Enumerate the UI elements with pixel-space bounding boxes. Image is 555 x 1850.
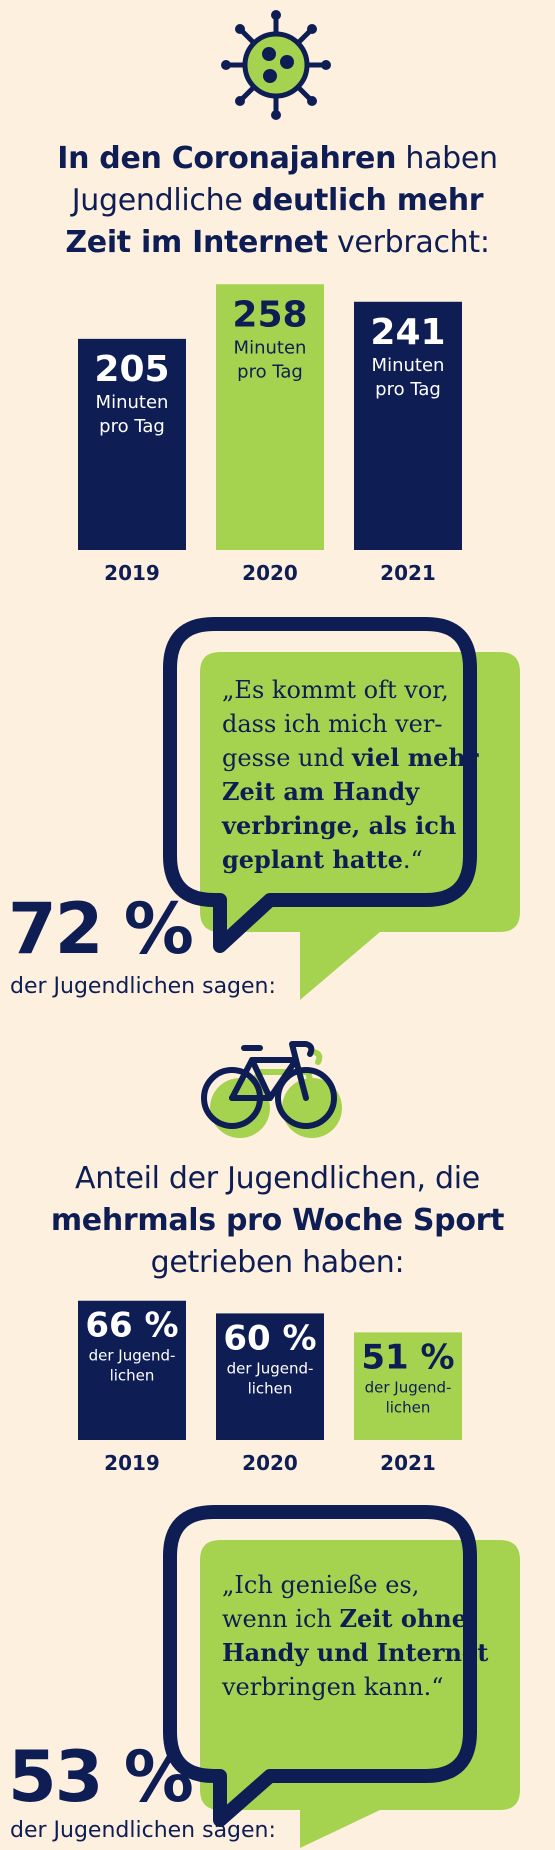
bar-2019 [78,338,186,550]
year-label-2019: 2019 [104,1451,160,1475]
bar-sublabel-2019: lichen [110,1367,155,1385]
sport-chart: 66 % der Jugend-lichen 2019 60 % der Jugend-… [0,1300,555,1475]
bar-sublabel-2020: der Jugend- [227,1359,314,1377]
speech-bubble-2 [160,1500,530,1850]
bar-sublabel-2019: pro Tag [99,416,165,437]
bar-value-2021: 51 % [361,1337,454,1377]
bicycle-icon [196,1036,356,1146]
percent-53: 53 % [8,1736,194,1818]
caption-2: der Jugendlichen sagen: [10,1818,276,1843]
bar-sublabel-2020: lichen [248,1379,293,1397]
bar-2021 [354,1332,462,1440]
quote-1: „Es kommt oft vor, dass ich mich ver- ge… [222,676,479,874]
bar-value-2021: 241 [370,312,445,353]
year-label-2020: 2020 [242,561,298,585]
year-label-2021: 2021 [380,561,436,585]
bar-sublabel-2021: lichen [386,1398,431,1416]
bar-2019 [78,1300,186,1440]
virus-icon [217,6,335,124]
headline-internet: In den Coronajahren haben Jugendliche de… [57,141,498,260]
bar-sublabel-2020: Minuten [234,337,307,358]
year-label-2019: 2019 [104,561,160,585]
caption-1: der Jugendlichen sagen: [10,974,276,999]
year-label-2021: 2021 [380,1451,436,1475]
bar-value-2019: 66 % [85,1306,178,1346]
bar-value-2020: 60 % [223,1318,316,1358]
bar-sublabel-2019: der Jugend- [89,1347,176,1365]
speech-bubble-1 [160,612,530,1002]
bar-sublabel-2021: Minuten [372,355,445,376]
bar-sublabel-2021: der Jugend- [365,1378,452,1396]
year-label-2020: 2020 [242,1451,298,1475]
bar-2021 [354,301,462,550]
quote-2: „Ich genieße es, wenn ich Zeit ohne Hand… [222,1571,489,1701]
bar-value-2020: 258 [232,294,307,335]
bar-sublabel-2020: pro Tag [237,361,303,382]
bar-2020 [216,1313,324,1440]
bar-2020 [216,284,324,550]
internet-time-chart: 205 Minuten pro Tag 2019 258 Minuten pro Tag 20… [0,280,555,585]
percent-72: 72 % [8,888,194,970]
bar-value-2019: 205 [94,349,169,390]
bar-sublabel-2021: pro Tag [375,379,441,400]
bar-sublabel-2019: Minuten [96,392,169,413]
headline-sport: Anteil der Jugendlichen, die mehrmals pr… [50,1161,505,1280]
